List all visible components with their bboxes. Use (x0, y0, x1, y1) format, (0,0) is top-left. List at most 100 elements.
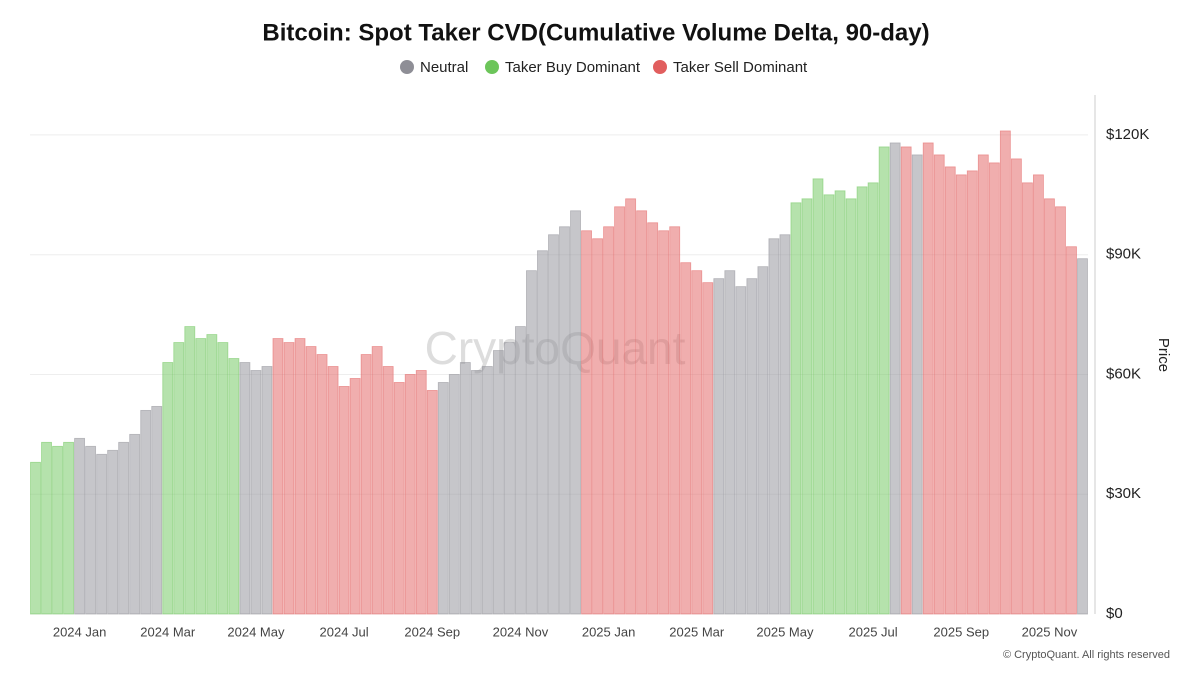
bar (1077, 258, 1088, 615)
bar (966, 170, 978, 615)
bar (856, 186, 868, 615)
bar (889, 142, 901, 615)
bar (834, 190, 846, 615)
bar (735, 286, 747, 615)
bar (988, 162, 1000, 615)
bar (1044, 198, 1055, 615)
bar (107, 449, 119, 615)
bar (371, 346, 383, 615)
bar (74, 437, 86, 615)
legend-marker (485, 60, 499, 74)
bar (724, 270, 736, 615)
bar (415, 370, 427, 615)
x-tick-label: 2024 May (227, 624, 285, 639)
bar (900, 146, 912, 615)
x-tick-label: 2024 Jul (320, 624, 369, 639)
x-tick-label: 2025 May (756, 624, 814, 639)
y-tick-label: $90K (1106, 246, 1141, 263)
bar (922, 142, 934, 615)
bar (63, 441, 74, 615)
bar (492, 350, 504, 615)
bar (382, 366, 394, 615)
bar (118, 441, 130, 615)
bar (404, 374, 416, 615)
x-tick-label: 2025 Sep (933, 624, 989, 639)
bar (338, 386, 350, 615)
bar (1066, 246, 1077, 615)
bar (801, 198, 813, 615)
bar (294, 338, 306, 615)
x-tick-label: 2024 Mar (140, 624, 196, 639)
x-tick-label: 2025 Jan (582, 624, 636, 639)
bar (812, 178, 824, 615)
bar (195, 338, 207, 615)
bar (1010, 158, 1022, 615)
bar (977, 154, 989, 615)
bar (636, 210, 648, 615)
bar (515, 326, 526, 615)
bar (481, 366, 493, 615)
bar (933, 154, 945, 615)
legend-label: Taker Sell Dominant (673, 59, 808, 76)
bar (96, 453, 108, 615)
bar (526, 270, 537, 615)
bar (85, 445, 97, 615)
x-tick-label: 2025 Mar (669, 624, 725, 639)
bar (283, 342, 295, 615)
bar (878, 146, 890, 615)
bar (393, 382, 405, 615)
x-tick-label: 2025 Nov (1022, 624, 1078, 639)
bar (614, 206, 626, 615)
bar (162, 362, 174, 615)
bar (647, 222, 659, 615)
bar (459, 362, 471, 615)
bar (669, 226, 681, 615)
legend-marker (653, 60, 667, 74)
bar (140, 409, 152, 615)
bar (779, 234, 791, 615)
bar (41, 441, 52, 615)
bar (360, 354, 372, 615)
bar (911, 154, 923, 615)
bar (1055, 206, 1066, 615)
legend-label: Neutral (420, 59, 468, 76)
bar (437, 382, 449, 615)
bar (426, 390, 438, 615)
bar (52, 445, 63, 615)
bar (955, 174, 967, 615)
bar (30, 461, 41, 615)
bar (581, 230, 592, 615)
chart-title: Bitcoin: Spot Taker CVD(Cumulative Volum… (262, 19, 929, 46)
bar (559, 226, 570, 615)
bar (349, 378, 361, 615)
bar (239, 362, 251, 615)
legend-label: Taker Buy Dominant (505, 59, 641, 76)
bar (702, 282, 714, 615)
bar (570, 210, 581, 615)
y-tick-label: $60K (1106, 365, 1141, 382)
x-tick-label: 2024 Sep (404, 624, 460, 639)
bar (625, 198, 637, 615)
footer: © CryptoQuant. All rights reserved (1003, 649, 1170, 661)
bar (845, 198, 857, 615)
y-tick-label: $120K (1106, 126, 1149, 143)
bar (272, 338, 284, 615)
bar (173, 342, 185, 615)
bar (713, 278, 725, 615)
bar (768, 238, 780, 615)
x-tick-label: 2024 Nov (493, 624, 549, 639)
bar (1032, 174, 1044, 615)
bar (151, 405, 163, 615)
bar (184, 326, 196, 615)
bar (746, 278, 758, 615)
y-axis-label: Price (1155, 338, 1172, 372)
bar (537, 250, 548, 615)
bar (327, 366, 339, 615)
bar (316, 354, 328, 615)
bar (823, 194, 835, 615)
bar (470, 370, 482, 615)
bar (305, 346, 317, 615)
bar (261, 366, 273, 615)
bar (250, 370, 262, 615)
